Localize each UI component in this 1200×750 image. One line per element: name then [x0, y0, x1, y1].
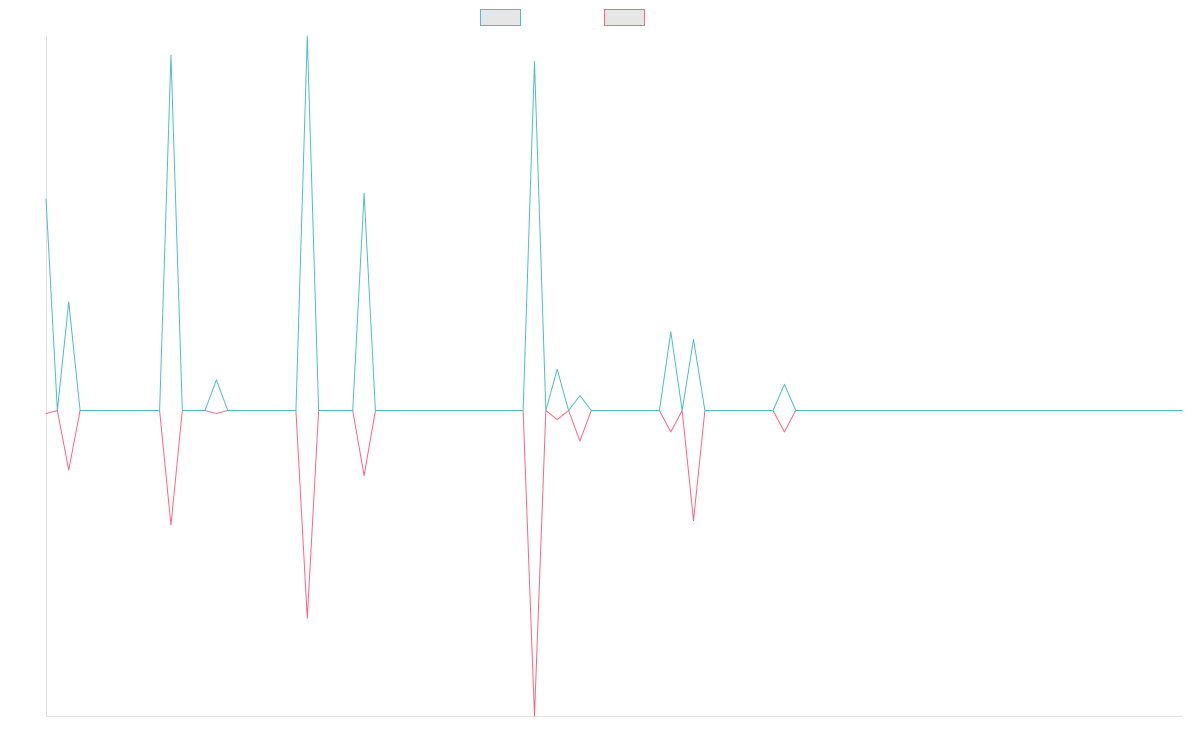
legend-swatch-1[interactable] — [480, 9, 521, 26]
series-layer — [45, 35, 1183, 717]
legend[interactable] — [480, 9, 645, 26]
series-line-2 — [45, 410, 1183, 717]
legend-swatch-2[interactable] — [604, 9, 645, 26]
series-line-1 — [45, 35, 1183, 411]
